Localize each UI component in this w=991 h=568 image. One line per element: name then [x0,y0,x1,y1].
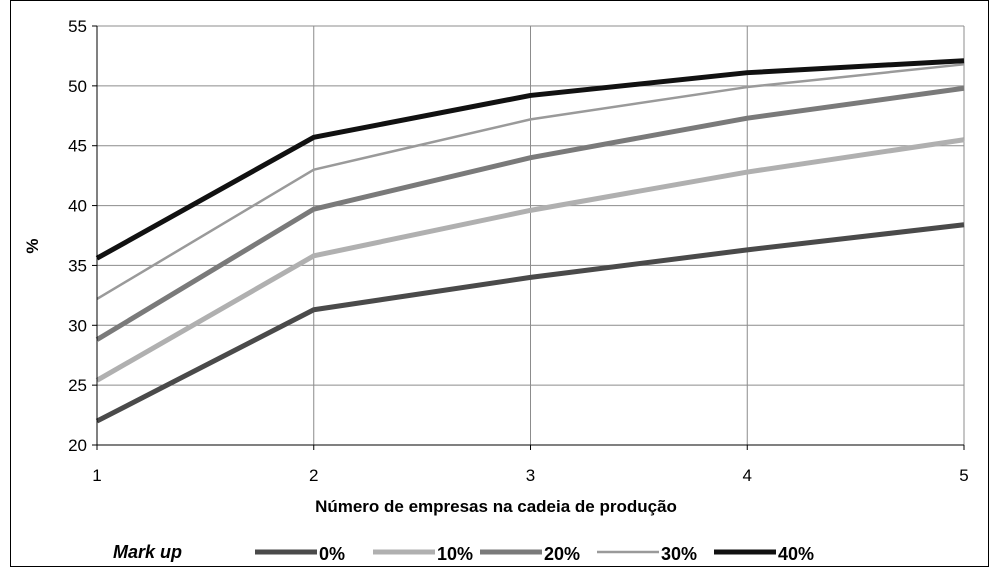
x-tick-label: 4 [743,466,752,485]
legend-label: 0% [319,544,345,564]
legend-label: 40% [778,544,814,564]
y-tick-label: 30 [68,316,87,335]
legend-label: 10% [437,544,473,564]
y-tick-label: 45 [68,137,87,156]
series-line-30pct [96,63,965,301]
x-tick-label: 5 [959,466,968,485]
y-axis-title: % [23,238,42,253]
y-tick-label: 50 [68,77,87,96]
series-line-10pct [95,137,965,383]
series-line-20pct [95,85,965,342]
legend-title: Mark up [113,542,182,562]
x-tick-labels: 1 2 3 4 5 [92,466,968,485]
y-tick-label: 40 [68,197,87,216]
x-axis-title: Número de empresas na cadeia de produção [315,497,677,516]
x-tick-label: 3 [526,466,535,485]
series-line-40pct [95,58,965,261]
y-tick-label: 55 [68,17,87,36]
series-line-0pct [95,222,965,424]
x-tick-label: 1 [92,466,101,485]
y-tick-label: 35 [68,256,87,275]
legend: Mark up 0% 10% 20% 30% 40% [113,542,814,564]
y-tick-label: 25 [68,376,87,395]
gridlines [97,25,965,445]
axes [92,25,965,450]
y-tick-labels: 20 25 30 35 40 45 50 55 [68,17,87,455]
legend-label: 30% [661,544,697,564]
x-tick-label: 2 [309,466,318,485]
series-lines [95,58,965,424]
y-tick-label: 20 [68,436,87,455]
legend-label: 20% [544,544,580,564]
